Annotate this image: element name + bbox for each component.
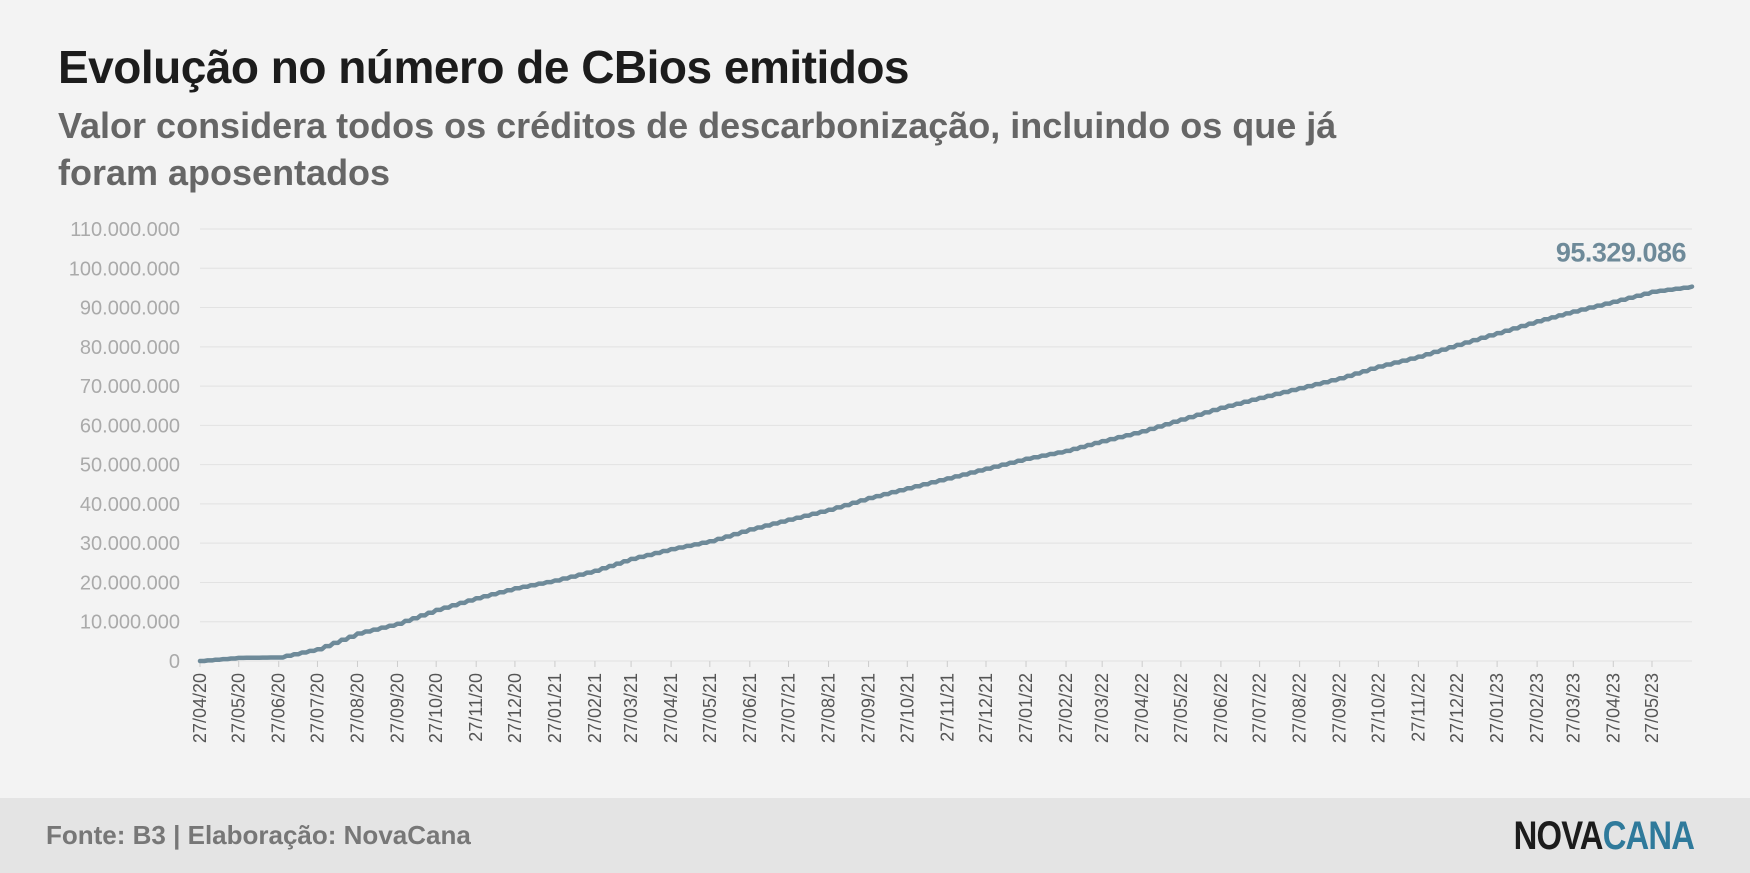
x-tick-label: 27/11/21 [937, 673, 957, 742]
x-tick-label: 27/03/22 [1092, 673, 1112, 743]
x-tick-label: 27/04/20 [190, 673, 210, 743]
x-tick-label: 27/01/21 [545, 673, 565, 743]
x-tick-label: 27/10/20 [426, 673, 446, 743]
series-line [197, 284, 1695, 664]
x-tick-label: 27/11/20 [466, 673, 486, 742]
x-tick-label: 27/11/22 [1408, 673, 1428, 742]
logo-part-cana: CANA [1602, 814, 1695, 858]
logo-part-nova: NOVA [1513, 814, 1603, 858]
x-tick-label: 27/05/20 [229, 673, 249, 743]
x-tick-label: 27/08/22 [1290, 673, 1310, 743]
x-tick-label: 27/07/20 [307, 673, 327, 743]
source-credit: Fonte: B3 | Elaboração: NovaCana [46, 820, 471, 850]
end-value-label: 95.329.086 [1556, 238, 1687, 268]
y-tick-label: 30.000.000 [80, 533, 180, 555]
x-tick-label: 27/07/21 [779, 673, 799, 743]
x-tick-label: 27/02/23 [1527, 673, 1547, 743]
x-tick-label: 27/09/21 [859, 673, 879, 743]
chart-subtitle: Valor considera todos os créditos de des… [58, 105, 1337, 193]
x-tick-label: 27/01/23 [1487, 673, 1507, 743]
chart-title: Evolução no número de CBios emitidos [58, 41, 910, 93]
x-tick-label: 27/09/20 [387, 673, 407, 743]
y-tick-label: 50.000.000 [80, 455, 180, 477]
x-tick-label: 27/06/22 [1211, 673, 1231, 743]
x-tick-label: 27/04/22 [1132, 673, 1152, 743]
x-tick-label: 27/05/22 [1171, 673, 1191, 743]
line-chart: 0 10.000.000 20.000.000 30.000.000 40.000.00… [69, 219, 1695, 743]
y-tick-label: 70.000.000 [80, 376, 180, 398]
x-tick-label: 27/08/21 [819, 673, 839, 743]
y-tick-label: 110.000.000 [70, 219, 180, 241]
novacana-logo: NOVACANA [1513, 814, 1694, 859]
y-tick-label: 80.000.000 [80, 337, 180, 359]
x-tick-label: 27/03/21 [621, 673, 641, 743]
x-tick-label: 27/02/21 [585, 673, 605, 743]
x-tick-label: 27/04/23 [1603, 673, 1623, 743]
x-tick-label: 27/10/22 [1368, 673, 1388, 743]
x-tick-label: 27/02/22 [1056, 673, 1076, 743]
x-tick-label: 27/12/22 [1447, 673, 1467, 743]
x-tick-label: 27/05/21 [700, 673, 720, 743]
y-tick-label: 10.000.000 [80, 612, 180, 634]
y-tick-label: 0 [169, 651, 180, 673]
footer: Fonte: B3 | Elaboração: NovaCana NOVACAN… [0, 798, 1750, 873]
y-tick-label: 20.000.000 [80, 572, 180, 594]
x-tick-label: 27/10/21 [897, 673, 917, 743]
y-tick-label: 90.000.000 [80, 298, 180, 320]
x-tick-label: 27/06/21 [740, 673, 760, 743]
x-tick-label: 27/09/22 [1330, 673, 1350, 743]
x-tick-label: 27/08/20 [347, 673, 367, 743]
y-tick-label: 100.000.000 [69, 258, 180, 280]
x-tick-label: 27/06/20 [269, 673, 289, 743]
y-tick-label: 60.000.000 [80, 415, 180, 437]
x-tick-label: 27/05/23 [1642, 673, 1662, 743]
x-tick-label: 27/04/21 [661, 673, 681, 743]
x-tick-label: 27/01/22 [1016, 673, 1036, 743]
x-tick-label: 27/07/22 [1250, 673, 1270, 743]
x-tick-label: 27/12/20 [505, 673, 525, 743]
y-tick-label: 40.000.000 [80, 494, 180, 516]
x-tick-label: 27/03/23 [1563, 673, 1583, 743]
x-tick-label: 27/12/21 [976, 673, 996, 743]
